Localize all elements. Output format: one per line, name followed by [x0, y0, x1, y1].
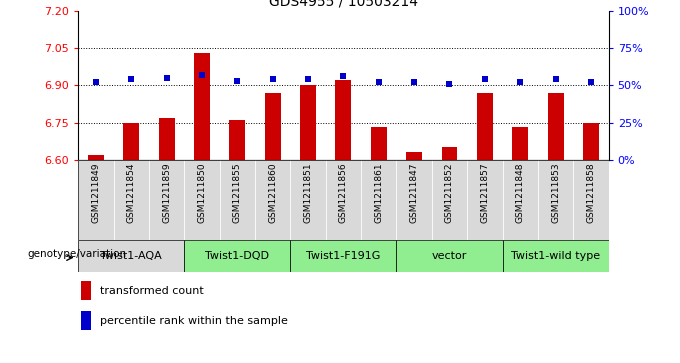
Point	[303, 77, 313, 82]
Point	[338, 73, 349, 79]
Text: transformed count: transformed count	[101, 286, 204, 295]
Bar	[114, 160, 149, 240]
Bar	[396, 160, 432, 240]
Bar	[326, 160, 361, 240]
Bar	[538, 160, 573, 240]
Point	[90, 79, 101, 85]
Bar	[300, 85, 316, 160]
Text: GSM1211861: GSM1211861	[374, 162, 384, 223]
Bar	[512, 127, 528, 160]
Point	[409, 79, 420, 85]
Point	[373, 79, 384, 85]
Bar	[441, 147, 458, 160]
Bar	[229, 120, 245, 160]
Text: GSM1211852: GSM1211852	[445, 162, 454, 223]
Text: GSM1211851: GSM1211851	[303, 162, 313, 223]
Bar	[82, 281, 91, 300]
Point	[444, 81, 455, 87]
Bar	[290, 160, 326, 240]
Bar	[573, 160, 609, 240]
Text: GSM1211859: GSM1211859	[162, 162, 171, 223]
Text: GSM1211849: GSM1211849	[91, 162, 101, 223]
Bar	[503, 160, 538, 240]
Text: Twist1-F191G: Twist1-F191G	[306, 251, 381, 261]
Bar	[78, 160, 114, 240]
Bar	[158, 118, 175, 160]
Bar	[88, 155, 104, 160]
Bar	[335, 80, 352, 160]
Bar	[149, 160, 184, 240]
Text: GSM1211858: GSM1211858	[586, 162, 596, 223]
Text: GSM1211857: GSM1211857	[480, 162, 490, 223]
Bar	[123, 122, 139, 160]
Bar	[583, 122, 599, 160]
Point	[267, 77, 278, 82]
Bar	[396, 240, 503, 272]
Text: GSM1211860: GSM1211860	[268, 162, 277, 223]
Text: GSM1211847: GSM1211847	[409, 162, 419, 223]
Point	[161, 75, 172, 81]
Title: GDS4955 / 10503214: GDS4955 / 10503214	[269, 0, 418, 8]
Point	[232, 78, 243, 84]
Point	[479, 77, 490, 82]
Bar	[503, 240, 609, 272]
Point	[515, 79, 526, 85]
Text: Twist1-DQD: Twist1-DQD	[205, 251, 269, 261]
Bar	[78, 240, 184, 272]
Text: GSM1211848: GSM1211848	[515, 162, 525, 223]
Text: GSM1211853: GSM1211853	[551, 162, 560, 223]
Bar	[467, 160, 503, 240]
Text: GSM1211856: GSM1211856	[339, 162, 348, 223]
Bar	[82, 311, 91, 330]
Bar	[78, 160, 609, 240]
Text: percentile rank within the sample: percentile rank within the sample	[101, 315, 288, 326]
Point	[197, 72, 207, 78]
Bar	[290, 240, 396, 272]
Bar	[220, 160, 255, 240]
Text: genotype/variation: genotype/variation	[27, 249, 126, 259]
Text: GSM1211850: GSM1211850	[197, 162, 207, 223]
Bar	[255, 160, 290, 240]
Bar	[547, 93, 564, 160]
Text: GSM1211855: GSM1211855	[233, 162, 242, 223]
Text: Twist1-AQA: Twist1-AQA	[101, 251, 162, 261]
Point	[585, 79, 596, 85]
Bar	[184, 240, 290, 272]
Bar	[265, 93, 281, 160]
Bar	[184, 160, 220, 240]
Bar	[406, 152, 422, 160]
Point	[126, 77, 137, 82]
Bar	[477, 93, 493, 160]
Bar	[194, 53, 210, 160]
Text: Twist1-wild type: Twist1-wild type	[511, 251, 600, 261]
Bar	[432, 160, 467, 240]
Bar	[371, 127, 387, 160]
Point	[550, 77, 561, 82]
Text: GSM1211854: GSM1211854	[126, 162, 136, 223]
Bar	[361, 160, 396, 240]
Text: vector: vector	[432, 251, 467, 261]
